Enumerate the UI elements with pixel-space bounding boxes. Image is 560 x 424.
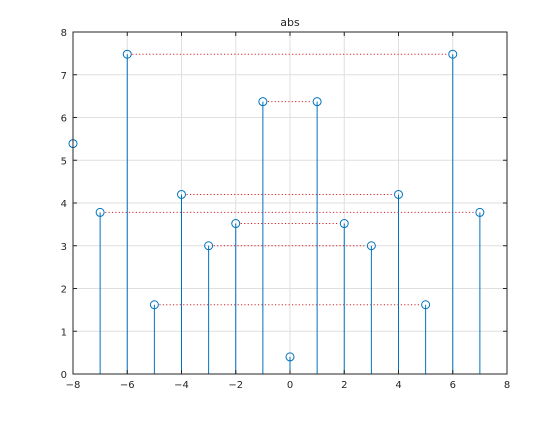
stem-marker <box>149 300 159 310</box>
y-tick-label: 3 <box>61 242 67 253</box>
stem-marker <box>421 300 431 310</box>
x-tick-label: −2 <box>228 380 243 391</box>
x-tick-label: −6 <box>120 380 135 391</box>
stem-marker <box>231 219 241 229</box>
stem-marker <box>339 219 349 229</box>
symmetry-links <box>105 53 475 306</box>
y-tick-label: 8 <box>61 28 67 39</box>
x-tick-label: 0 <box>287 380 293 391</box>
stem-marker <box>312 97 322 107</box>
y-tick-label: 7 <box>61 71 67 82</box>
stem-marker <box>448 49 458 59</box>
stem-marker <box>177 189 186 199</box>
stem-marker <box>95 207 105 217</box>
ticks: −8 −6 −4 −2 0 2 4 6 8 0 1 2 3 4 5 6 7 8 <box>61 28 511 391</box>
y-tick-label: 0 <box>61 370 67 381</box>
stem-marker <box>366 241 376 251</box>
x-tick-label: 4 <box>395 380 401 391</box>
stem-marker <box>285 352 295 362</box>
y-tick-label: 2 <box>61 285 67 296</box>
chart-title: abs <box>280 16 300 29</box>
x-tick-label: −8 <box>66 380 81 391</box>
y-tick-label: 6 <box>61 114 67 125</box>
stem-marker <box>204 241 214 251</box>
x-tick-label: 8 <box>504 380 510 391</box>
y-tick-label: 1 <box>61 327 67 338</box>
grid <box>72 31 508 375</box>
stem-marker <box>258 97 268 107</box>
stem-marker <box>475 207 485 217</box>
x-tick-label: 6 <box>450 380 456 391</box>
stem-marker <box>394 189 403 199</box>
x-tick-label: 2 <box>341 380 347 391</box>
stem-marker <box>122 49 132 59</box>
x-tick-label: −4 <box>174 380 189 391</box>
y-tick-label: 4 <box>61 199 67 210</box>
y-tick-label: 5 <box>61 156 67 167</box>
